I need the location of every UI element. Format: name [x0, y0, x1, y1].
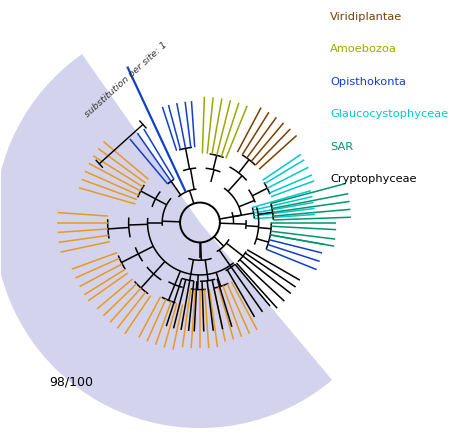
Text: 98/100: 98/100	[49, 376, 93, 388]
Text: Amoebozoa: Amoebozoa	[330, 44, 397, 54]
Text: Glaucocystophyceae: Glaucocystophyceae	[330, 109, 448, 119]
Text: Viridiplantae: Viridiplantae	[330, 12, 402, 22]
Text: Opisthokonta: Opisthokonta	[330, 77, 406, 87]
Text: SAR: SAR	[330, 142, 353, 152]
Text: Cryptophyceae: Cryptophyceae	[330, 174, 417, 185]
Wedge shape	[0, 54, 332, 428]
Text: substitution per site: 1: substitution per site: 1	[83, 40, 169, 119]
